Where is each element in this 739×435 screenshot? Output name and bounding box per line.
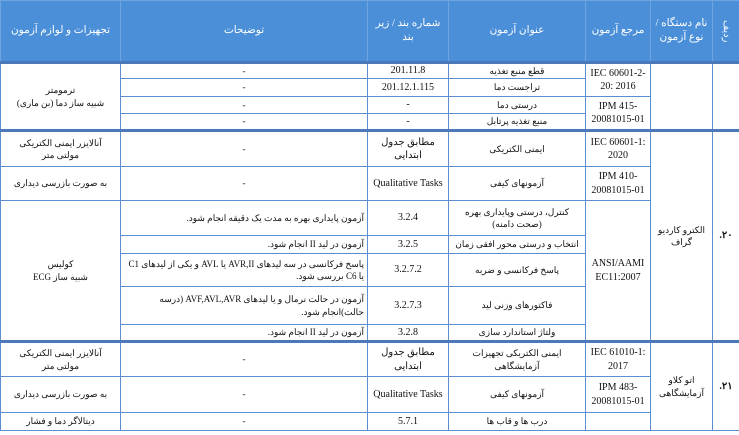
test-reference: IPM 415-20081015-01 — [585, 96, 651, 131]
test-reference: ANSI/AAMI EC11:2007 — [585, 200, 651, 342]
test-reference: IEC 60601-2-20: 2016 — [585, 61, 651, 97]
clause-number: Qualitative Tasks — [367, 166, 449, 201]
description: - — [120, 96, 368, 114]
test-title: منبع تغذیه پرتابل — [448, 113, 586, 131]
device-name: اتو کلاو آزمایشگاهی — [650, 340, 713, 431]
device-name: الکترو کاردیو گراف — [650, 129, 713, 342]
test-title: آزمونهای کیفی — [448, 166, 586, 201]
test-equipment: آنالایزر ایمنی الکتریکی مولتی متر — [0, 129, 121, 167]
row-number: ۲۱. — [712, 340, 739, 431]
test-equipment: آنالایزر ایمنی الکتریکی مولتی متر — [0, 340, 121, 377]
header-row-number: ردیف — [712, 0, 739, 63]
test-equipment: به صورت بازرسی دیداری — [0, 376, 121, 413]
table-row: پاسخ فرکانسی و ضربه 3.2.7.2 پاسخ فرکانسی د… — [1, 253, 739, 287]
test-title: انتخاب و درستی محور افقی زمان — [448, 235, 586, 254]
description: - — [120, 113, 368, 131]
header-description: توضیحات — [120, 0, 368, 63]
clause-number: مطابق جدول ابتدایی — [367, 340, 449, 377]
clause-number: 201.12.1.115 — [367, 78, 449, 97]
description: - — [120, 61, 368, 79]
clause-number: Qualitative Tasks — [367, 376, 449, 413]
header-equipment: تجهیزات و لوازم آزمون — [0, 0, 121, 63]
clause-number: مطابق جدول ابتدایی — [367, 129, 449, 167]
table-row: ۲۰. الکترو کاردیو گراف IEC 60601-1: 2020 ای… — [0, 129, 739, 342]
table-row: درب ها و قاب ها 5.7.1- دیتالاگر دما و فشار — [0, 412, 739, 431]
header-reference: مرجع آزمون — [585, 0, 651, 63]
table-row: IPM 483-20081015-01 آزمونهای کیفی Qualitat… — [0, 376, 739, 413]
test-title: آزمونهای کیفی — [448, 376, 586, 413]
clause-number: - — [367, 96, 449, 114]
table-row: انتخاب و درستی محور افقی زمان 3.2.5 آزمون … — [1, 235, 739, 254]
test-reference: IPM 483-20081015-01 — [585, 376, 651, 413]
test-equipment: کولیس شبیه ساز ECG — [0, 200, 121, 342]
clause-number: 5.7.1 — [367, 412, 449, 431]
clause-number: 3.2.5 — [367, 235, 449, 254]
test-reference: IEC 61010-1: 2017 — [585, 340, 651, 377]
test-reference — [585, 412, 651, 431]
description: آزمون در لید II انجام شود. — [120, 324, 368, 342]
test-title: ولتاژ استاندارد سازی — [448, 324, 586, 342]
clause-number: 3.2.7.3 — [367, 286, 449, 325]
row-number: ۲۰. — [712, 129, 739, 342]
test-reference: IPM 410-20081015-01 — [585, 166, 651, 201]
clause-number: 3.2.8 — [367, 324, 449, 342]
test-title: ایمنی الکتریکی — [448, 129, 586, 167]
description: - — [120, 166, 368, 201]
description: - — [120, 129, 368, 167]
test-title: قطع منبع تغذیه — [448, 61, 586, 79]
device-name — [650, 61, 713, 131]
table-row: ۲۱. اتو کلاو آزمایشگاهی IEC 61010-1: 2017 ا… — [0, 340, 739, 431]
test-equipment: دیتالاگر دما و فشار — [0, 412, 121, 431]
description: آزمون در حالت نرمال و یا لیدهای AVF,AVL,… — [120, 286, 368, 325]
test-title: فاکتورهای وزنی لید — [448, 286, 586, 325]
header-row: ردیف نام دستگاه / نوع آزمون مرجع آزمون ع… — [0, 0, 739, 63]
clause-number: 3.2.4 — [367, 200, 449, 236]
description: آزمون پایداری بهره به مدت یک دقیقه انجام… — [120, 200, 368, 236]
header-clause: شماره بند / زیر بند — [367, 0, 449, 63]
clause-number: 201.11.8 — [367, 61, 449, 79]
clause-number: - — [367, 113, 449, 131]
description: آزمون در لید II انجام شود. — [120, 235, 368, 254]
test-title: درب ها و قاب ها — [448, 412, 586, 431]
description: - — [120, 340, 368, 377]
header-title: عنوان آزمون — [448, 0, 586, 63]
description: - — [120, 376, 368, 413]
row-number — [712, 61, 739, 131]
test-equipment: ترمومتر شبیه ساز دما (بن ماری) — [0, 61, 121, 131]
test-title: تراجست دما — [448, 78, 586, 97]
header-device: نام دستگاه / نوع آزمون — [650, 0, 713, 63]
table-row: IPM 415-20081015-01 درستی دما - - — [1, 96, 739, 131]
table-row: ولتاژ استاندارد سازی 3.2.8 آزمون در لید II… — [1, 324, 739, 342]
test-reference: IEC 60601-1: 2020 — [585, 129, 651, 167]
description: - — [120, 412, 368, 431]
test-title: درستی دما — [448, 96, 586, 114]
table-row: تراجست دما 201.12.1.115- — [1, 78, 739, 97]
clause-number: 3.2.7.2 — [367, 253, 449, 287]
table-row: ANSI/AAMI EC11:2007 کنترل، درستی وپایداری… — [0, 200, 739, 342]
test-title: ایمنی الکتریکی تجهیزات آزمایشگاهی — [448, 340, 586, 377]
description: پاسخ فرکانسی در سه لیدهای AVR,II یا AVL … — [120, 253, 368, 287]
table-row: IEC 60601-2-20: 2016 قطع منبع تغذیه 201.11… — [0, 61, 739, 131]
description: - — [120, 78, 368, 97]
test-title: کنترل، درستی وپایداری بهره (صحت دامنه) — [448, 200, 586, 236]
test-equipment: به صورت بازرسی دیداری — [0, 166, 121, 201]
table-row: IPM 410-20081015-01 آزمونهای کیفی Qualitat… — [0, 166, 739, 201]
test-title: پاسخ فرکانسی و ضربه — [448, 253, 586, 287]
